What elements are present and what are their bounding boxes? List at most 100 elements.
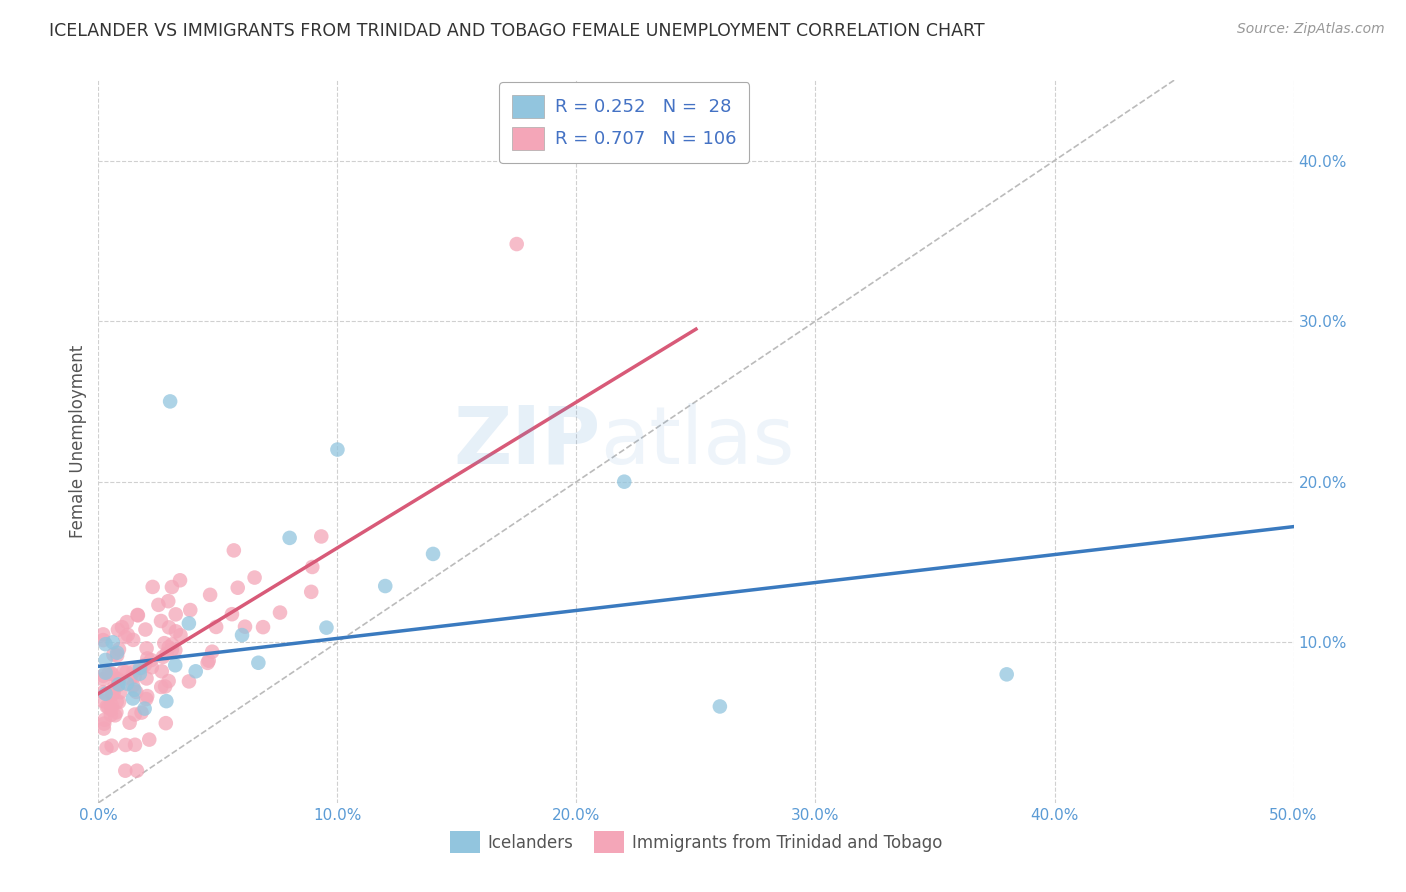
Point (138, 732, 160, 747)
Point (422, 547, 444, 561)
Point (374, 579, 396, 593)
Point (94, 687, 117, 701)
Point (221, 607, 243, 622)
Point (165, 607, 187, 622)
Point (157, 674, 180, 689)
Point (122, 632, 145, 647)
Point (103, 686, 125, 700)
Point (115, 665, 138, 679)
Point (157, 620, 180, 634)
Point (96, 699, 118, 714)
Point (114, 764, 136, 778)
Point (114, 738, 136, 752)
Point (141, 653, 163, 667)
Point (136, 689, 159, 703)
Point (165, 658, 187, 673)
Point (150, 680, 173, 694)
Point (112, 665, 135, 679)
Point (301, 560, 323, 574)
Point (150, 614, 173, 628)
Point (160, 580, 183, 594)
Point (107, 673, 129, 687)
Text: atlas: atlas (600, 402, 794, 481)
Point (252, 620, 274, 634)
Point (326, 442, 349, 457)
Point (105, 646, 128, 660)
Point (124, 669, 146, 683)
Point (165, 624, 187, 639)
Point (247, 656, 270, 670)
Point (96, 741, 118, 756)
Point (135, 641, 157, 656)
Point (184, 665, 207, 679)
Point (136, 651, 159, 665)
Point (91, 672, 114, 686)
Point (118, 715, 141, 730)
Point (141, 660, 163, 674)
Point (159, 394, 181, 409)
Point (278, 531, 301, 545)
Point (97, 700, 120, 714)
Point (97, 666, 120, 681)
Point (135, 672, 157, 686)
Point (135, 692, 157, 706)
Text: Source: ZipAtlas.com: Source: ZipAtlas.com (1237, 22, 1385, 37)
Point (201, 645, 224, 659)
Point (134, 623, 156, 637)
Point (93, 713, 115, 727)
Point (100, 698, 122, 712)
Point (100, 707, 122, 722)
Point (100, 702, 122, 716)
Point (177, 674, 200, 689)
Point (197, 656, 219, 670)
Point (91, 694, 114, 708)
Point (157, 594, 180, 608)
Point (115, 676, 138, 690)
Point (142, 580, 165, 594)
Point (157, 640, 180, 655)
Point (613, 475, 636, 489)
Point (127, 607, 149, 622)
Point (134, 701, 156, 715)
Point (148, 598, 170, 612)
Point (124, 707, 146, 722)
Point (94, 637, 117, 651)
Point (101, 666, 124, 681)
Point (93, 716, 115, 731)
Point (91, 669, 114, 683)
Point (103, 681, 125, 695)
Point (177, 616, 200, 631)
Y-axis label: Female Unemployment: Female Unemployment (69, 345, 87, 538)
Point (94, 653, 117, 667)
Point (315, 621, 337, 635)
Point (129, 661, 152, 675)
Point (155, 716, 177, 731)
Point (198, 588, 221, 602)
Point (124, 682, 146, 697)
Text: ZIP: ZIP (453, 402, 600, 481)
Point (197, 654, 219, 668)
Point (101, 667, 124, 681)
Point (233, 620, 256, 634)
Point (152, 649, 174, 664)
Point (122, 665, 145, 679)
Point (299, 585, 322, 599)
Point (101, 688, 124, 702)
Text: ICELANDER VS IMMIGRANTS FROM TRINIDAD AND TOBAGO FEMALE UNEMPLOYMENT CORRELATION: ICELANDER VS IMMIGRANTS FROM TRINIDAD AN… (49, 22, 984, 40)
Point (122, 679, 145, 693)
Point (127, 608, 149, 623)
Point (105, 648, 128, 663)
Point (131, 706, 153, 720)
Point (104, 708, 127, 723)
Point (124, 738, 146, 752)
Point (91, 627, 114, 641)
Point (269, 606, 291, 620)
Point (120, 671, 142, 685)
Point (117, 628, 139, 642)
Point (107, 677, 129, 691)
Point (169, 628, 191, 642)
Point (169, 574, 191, 588)
Point (107, 623, 129, 637)
Legend: Icelanders, Immigrants from Trinidad and Tobago: Icelanders, Immigrants from Trinidad and… (443, 825, 949, 860)
Point (153, 636, 176, 650)
